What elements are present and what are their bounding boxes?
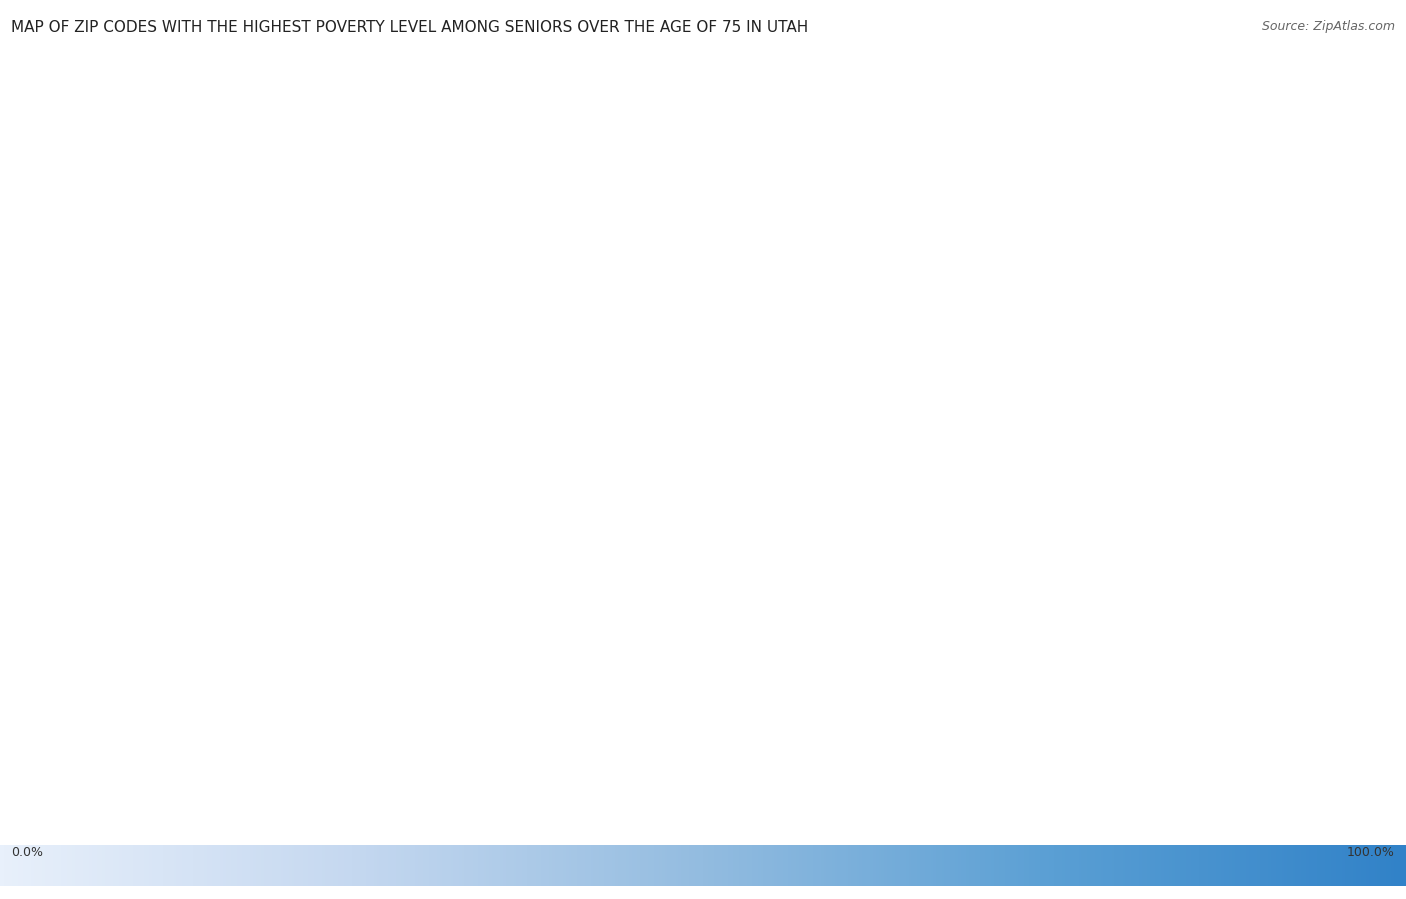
Text: Source: ZipAtlas.com: Source: ZipAtlas.com <box>1261 20 1395 32</box>
Text: MAP OF ZIP CODES WITH THE HIGHEST POVERTY LEVEL AMONG SENIORS OVER THE AGE OF 75: MAP OF ZIP CODES WITH THE HIGHEST POVERT… <box>11 20 808 35</box>
Text: 100.0%: 100.0% <box>1347 846 1395 859</box>
Text: 0.0%: 0.0% <box>11 846 44 859</box>
